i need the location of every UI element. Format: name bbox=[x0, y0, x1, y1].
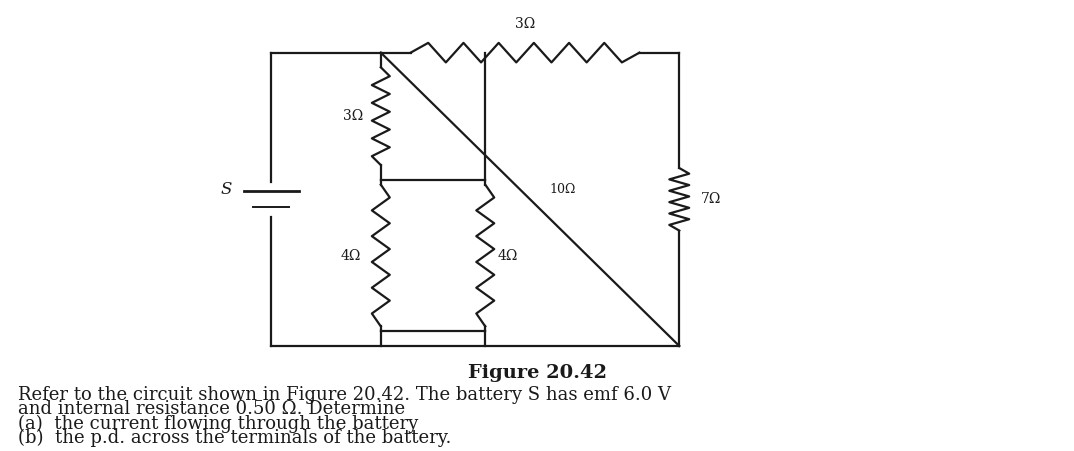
Text: (b)  the p.d. across the terminals of the battery.: (b) the p.d. across the terminals of the… bbox=[17, 429, 451, 447]
Text: Refer to the circuit shown in Figure 20.42. The battery S has emf 6.0 V: Refer to the circuit shown in Figure 20.… bbox=[17, 386, 670, 404]
Text: 7Ω: 7Ω bbox=[701, 192, 722, 206]
Text: (a)  the current flowing through the battery: (a) the current flowing through the batt… bbox=[17, 415, 418, 433]
Text: 3Ω: 3Ω bbox=[343, 109, 363, 123]
Text: 4Ω: 4Ω bbox=[497, 249, 518, 262]
Text: 4Ω: 4Ω bbox=[340, 249, 361, 262]
Text: and internal resistance 0.50 Ω. Determine: and internal resistance 0.50 Ω. Determin… bbox=[17, 400, 405, 419]
Text: Figure 20.42: Figure 20.42 bbox=[467, 364, 607, 382]
Text: 10Ω: 10Ω bbox=[550, 183, 577, 196]
Text: S: S bbox=[221, 181, 232, 198]
Text: 3Ω: 3Ω bbox=[514, 17, 535, 31]
